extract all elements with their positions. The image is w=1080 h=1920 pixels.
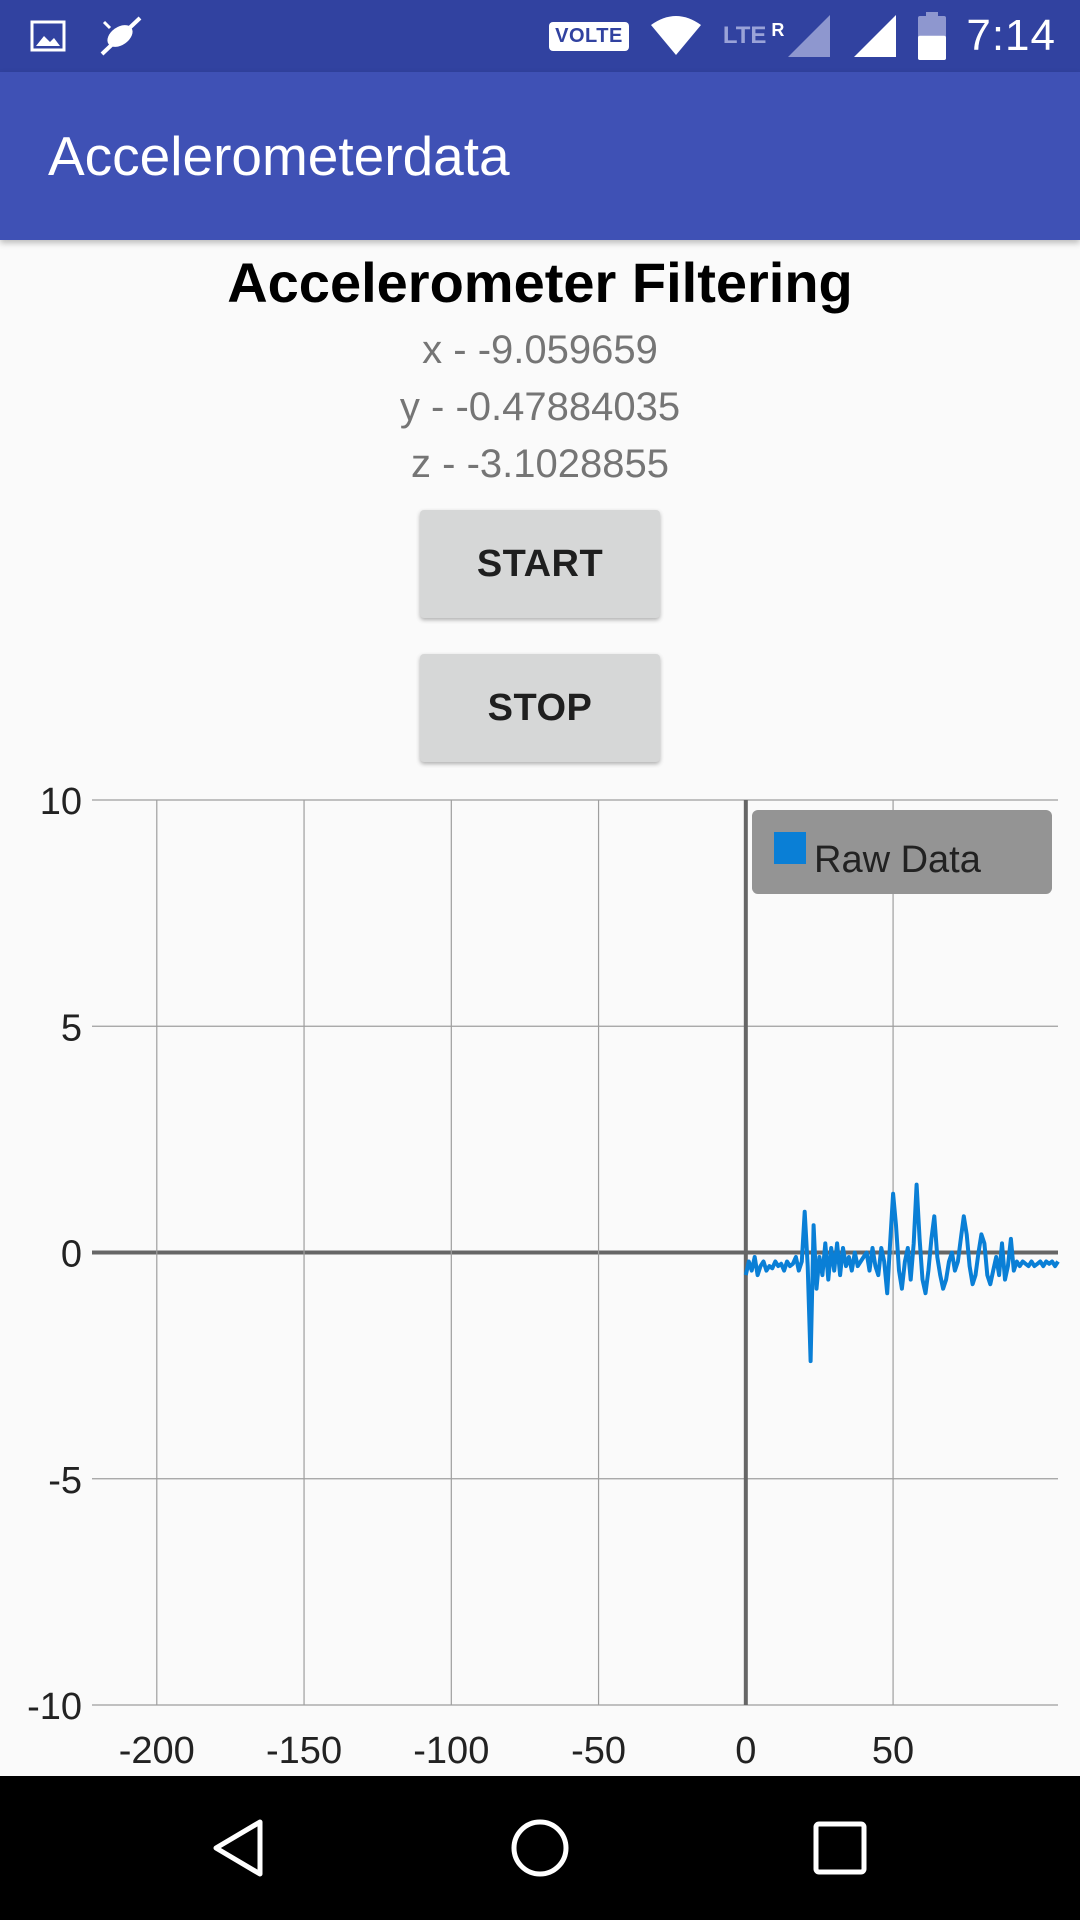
x-tick-label: -100 [413,1730,489,1772]
recents-icon[interactable] [808,1816,872,1880]
y-tick-label: -5 [48,1460,82,1502]
status-bar: VOLTE LTE R 7:14 [0,0,1080,72]
raw-data-series-line [743,1182,1060,1364]
x-tick-label: -150 [266,1730,342,1772]
battery-icon [918,12,947,60]
x-reading: x - -9.059659 [422,328,658,372]
status-time: 7:14 [966,11,1056,60]
legend-box [752,810,1052,894]
z-reading: z - -3.1028855 [411,442,669,486]
home-icon[interactable] [508,1816,572,1880]
x-tick-label: -200 [119,1730,195,1772]
y-tick-label: 0 [61,1234,82,1276]
x-tick-label: 50 [872,1730,914,1772]
y-tick-label: 10 [40,781,82,823]
y-reading: y - -0.47884035 [399,385,681,429]
x-tick-label: 0 [735,1730,756,1772]
status-bar-left [30,14,144,58]
lte-label: LTE R [722,20,785,50]
wifi-icon [650,16,701,55]
signal-full-icon [854,15,897,57]
page-heading: Accelerometer Filtering [227,251,853,314]
signal-icon [788,15,831,57]
lte-text: LTE [722,22,767,49]
stop-button[interactable]: STOP [420,654,660,762]
app-bar: Accelerometerdata [0,72,1080,240]
back-icon[interactable] [208,1816,272,1880]
navigation-bar [0,1776,1080,1920]
volte-badge: VOLTE [549,21,629,51]
y-tick-label: -10 [27,1686,82,1728]
mute-icon [100,16,142,56]
legend-swatch [774,832,806,864]
status-bar-right: VOLTE LTE R 7:14 [549,8,1056,64]
x-tick-label: -50 [571,1730,626,1772]
gallery-icon [30,20,66,52]
app-title: Accelerometerdata [48,125,510,187]
y-tick-label: 5 [61,1007,82,1049]
start-button[interactable]: START [420,510,660,618]
roaming-indicator: R [771,20,785,40]
legend-label: Raw Data [814,839,982,881]
